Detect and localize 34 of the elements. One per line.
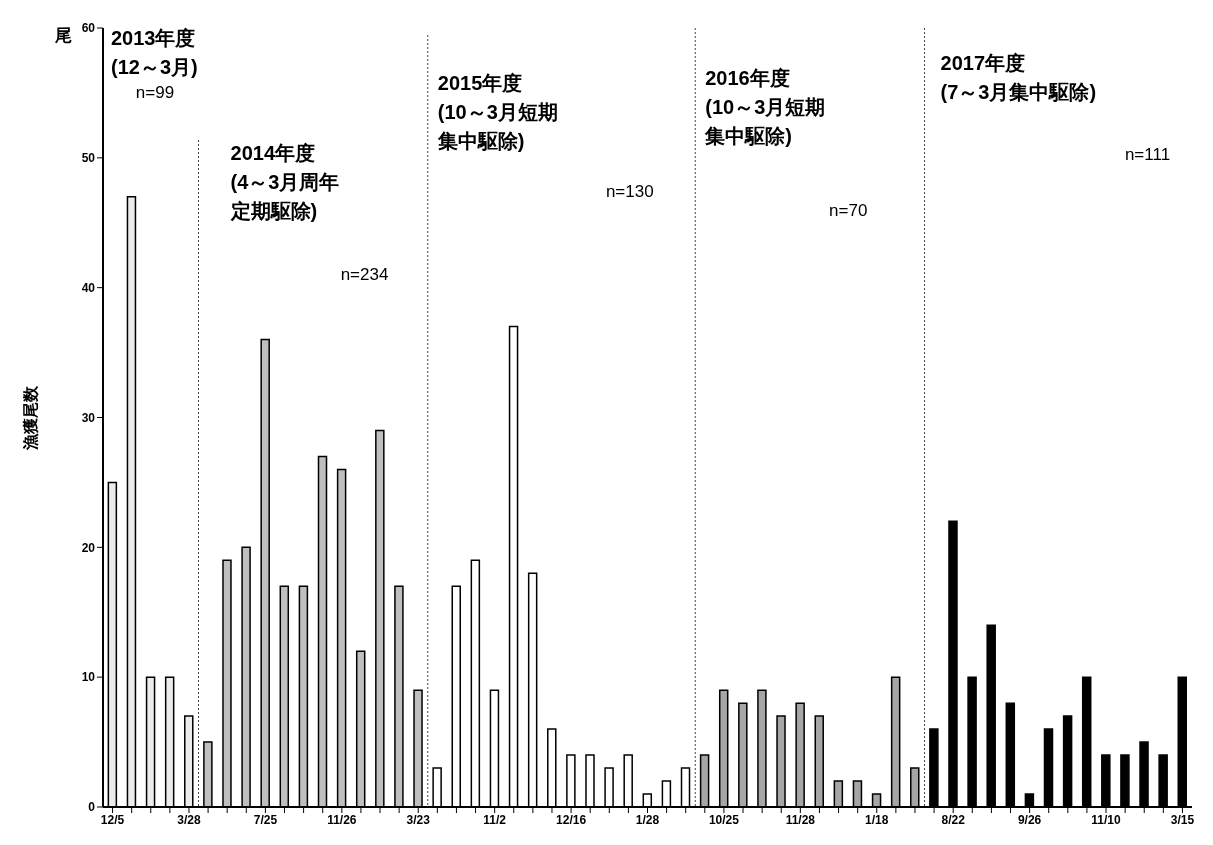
y-axis-title: 漁獲尾数 [22,384,39,451]
x-tick-label: 3/28 [177,812,201,827]
annotation: n=111 [1124,145,1171,164]
x-tick-label: 1/28 [635,812,660,827]
y-tick-label: 30 [81,410,96,425]
annotation: n=130 [605,182,654,201]
x-tick-label: 11/28 [785,812,816,827]
y-tick-label: 40 [81,280,96,295]
x-tick-label: 10/25 [708,812,740,827]
annotation: 2015年度 (10～3月短期集中駆除) [436,72,558,152]
annotation: n=70 [829,201,868,220]
annotation: 2014年度 (4～3月周年定期駆除) [229,142,340,222]
x-tick-label: 12/16 [556,812,587,827]
y-tick-label: 60 [81,21,96,36]
x-tick-label: 8/22 [941,812,966,827]
annotation: 2017年度 (7～3月集中駆除) [940,52,1097,103]
y-tick-label: 20 [81,540,96,555]
x-tick-label: 11/26 [327,812,357,827]
x-tick-label: 1/18 [865,812,889,827]
y-tick-label: 0 [88,800,96,815]
x-tick-label: 12/5 [100,812,125,827]
x-tick-label: 9/26 [1017,812,1042,827]
annotation: n=234 [340,265,389,284]
annotation: n=99 [135,83,175,102]
x-tick-label: 7/25 [253,812,278,827]
y-tick-label: 50 [81,151,96,166]
x-tick-label: 3/15 [1170,812,1195,827]
y-tick-label: 10 [81,670,96,685]
annotation: 2013年度 (12～3月) [111,27,198,78]
annotation: 2016年度 (10～3月短期集中駆除) [704,67,826,147]
text: 尾 [54,26,72,45]
x-tick-label: 11/10 [1091,812,1122,827]
x-tick-label: 3/23 [406,812,431,827]
x-tick-label: 11/2 [483,812,507,827]
